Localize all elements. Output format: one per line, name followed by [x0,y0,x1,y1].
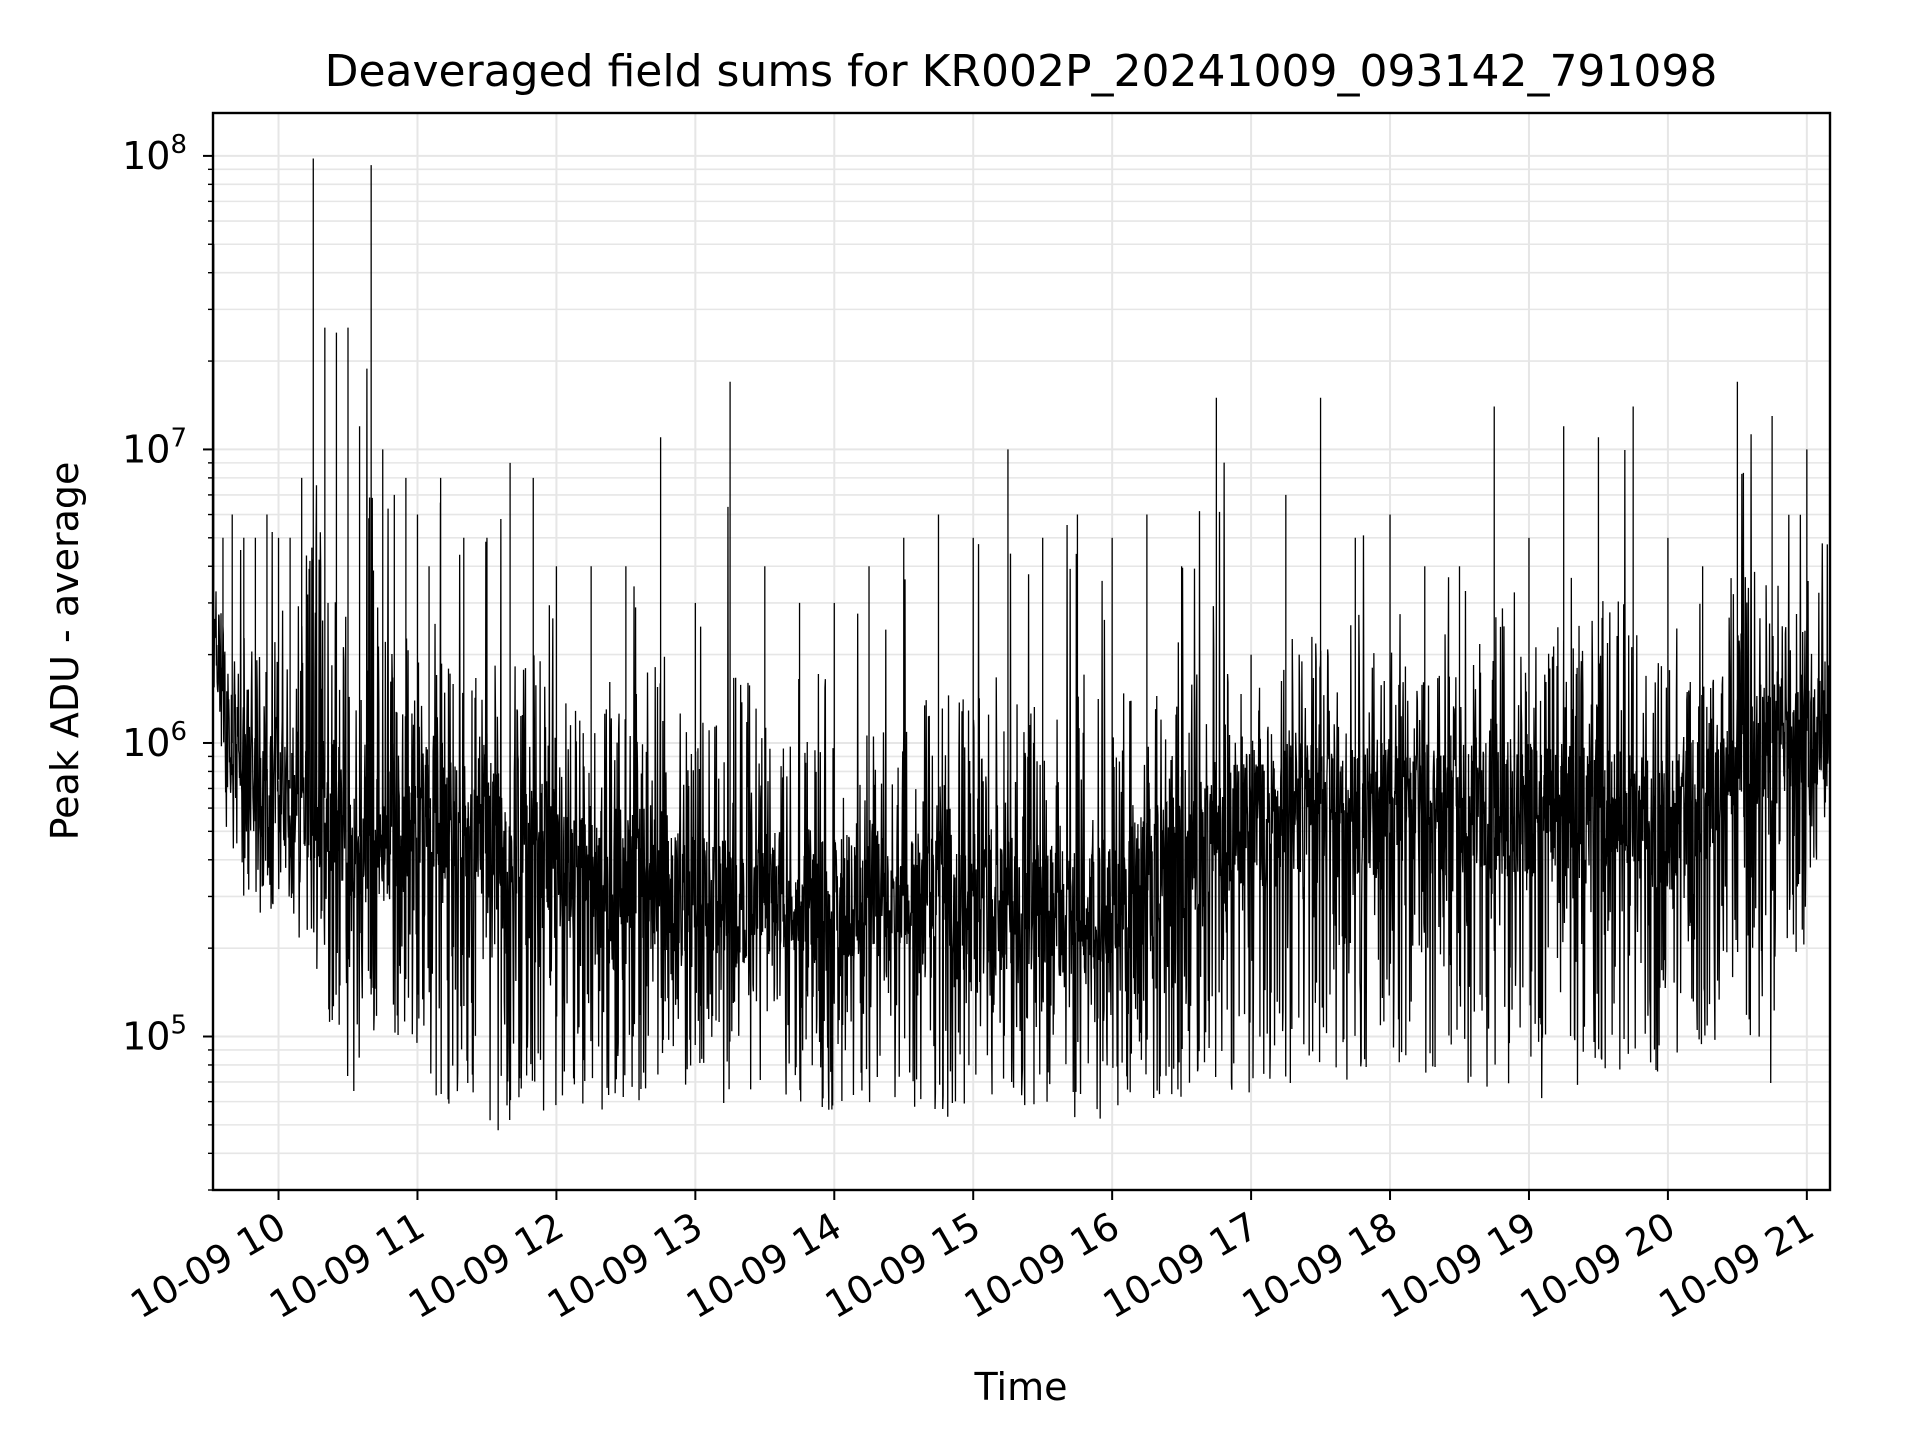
axes-frame [211,111,1832,1192]
plot-area [213,158,1831,1131]
y-tick-label: 105 [122,1011,187,1059]
chart-title: Deaveraged field sums for KR002P_2024100… [325,46,1718,97]
x-axis-label: Time [974,1365,1068,1409]
y-axis-label: Peak ADU - average [43,462,87,841]
series-line [213,158,1831,1131]
y-tick-label: 107 [122,423,187,471]
y-tick-label: 106 [122,717,187,765]
y-tick-label: 108 [122,130,187,178]
